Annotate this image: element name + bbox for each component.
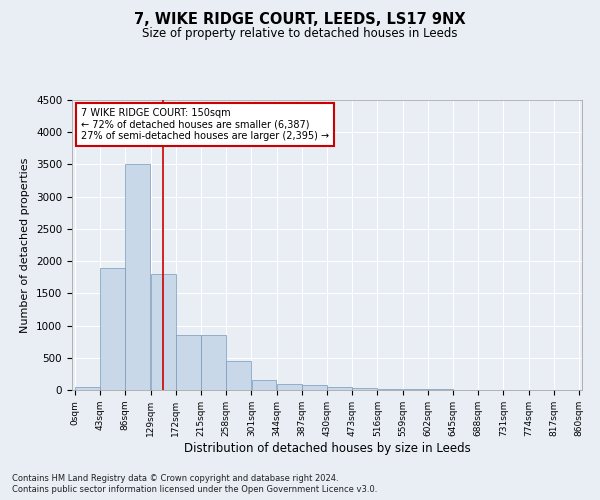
Text: Contains public sector information licensed under the Open Government Licence v3: Contains public sector information licen… [12,486,377,494]
Bar [176,335,201,390]
Text: 7 WIKE RIDGE COURT: 150sqm
← 72% of detached houses are smaller (6,387)
27% of s: 7 WIKE RIDGE COURT: 150sqm ← 72% of deta… [81,108,329,141]
Bar [151,274,176,390]
X-axis label: Distribution of detached houses by size in Leeds: Distribution of detached houses by size … [184,442,470,454]
Bar [277,384,302,390]
Y-axis label: Number of detached properties: Number of detached properties [20,158,31,332]
Bar [251,380,277,390]
Text: 7, WIKE RIDGE COURT, LEEDS, LS17 9NX: 7, WIKE RIDGE COURT, LEEDS, LS17 9NX [134,12,466,28]
Bar [352,388,377,390]
Bar [125,164,151,390]
Bar [100,268,125,390]
Bar [377,389,403,390]
Bar [302,385,327,390]
Bar [226,361,251,390]
Bar [327,387,352,390]
Bar [201,335,226,390]
Text: Size of property relative to detached houses in Leeds: Size of property relative to detached ho… [142,28,458,40]
Text: Contains HM Land Registry data © Crown copyright and database right 2024.: Contains HM Land Registry data © Crown c… [12,474,338,483]
Bar [75,387,100,390]
